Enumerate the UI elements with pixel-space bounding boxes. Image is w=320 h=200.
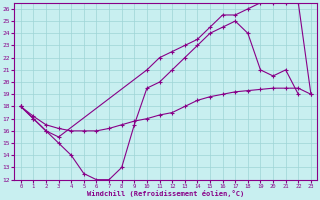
X-axis label: Windchill (Refroidissement éolien,°C): Windchill (Refroidissement éolien,°C) xyxy=(87,190,244,197)
